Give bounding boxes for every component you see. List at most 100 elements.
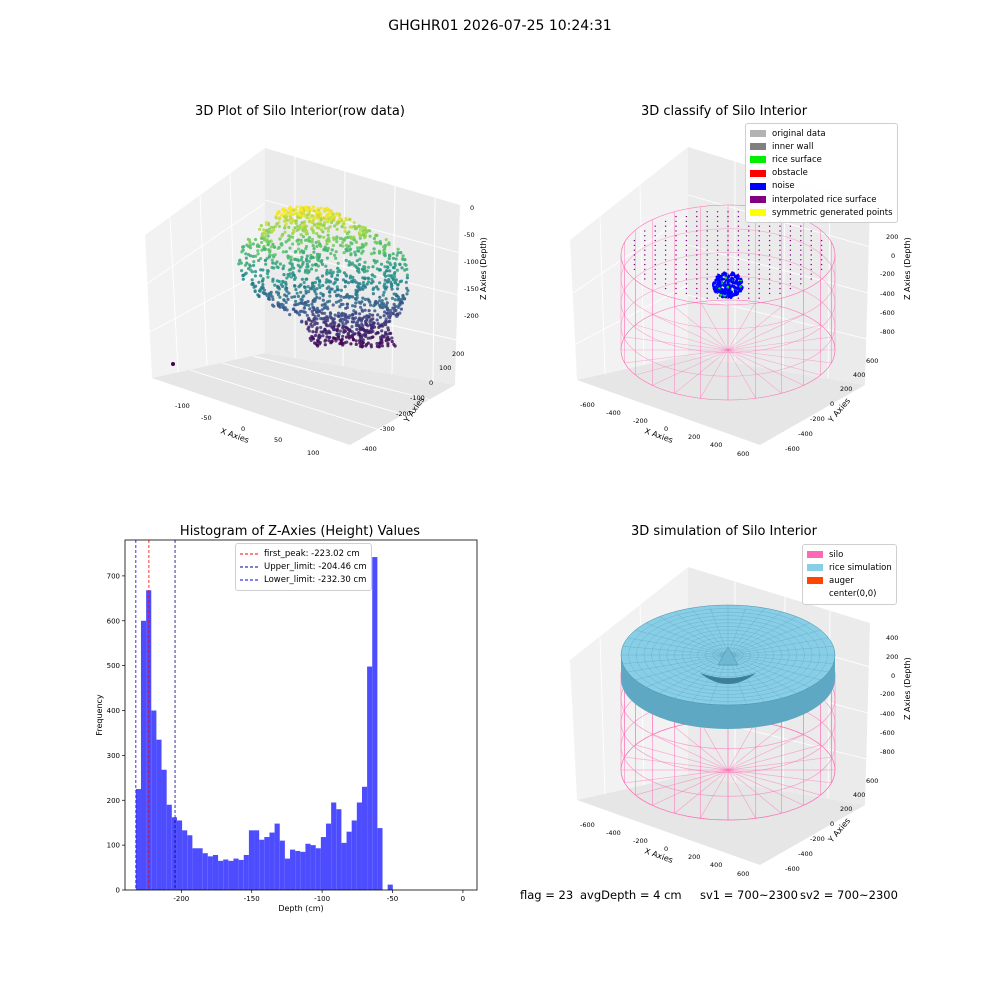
p1-point xyxy=(354,226,358,231)
p1-point xyxy=(365,317,369,321)
p1-point xyxy=(317,259,321,263)
p1-point xyxy=(336,288,340,292)
p2-surface-dot xyxy=(789,235,792,237)
p1-point xyxy=(302,229,306,233)
p1-point xyxy=(300,249,304,253)
p2-noise-point xyxy=(739,277,743,281)
p1-point xyxy=(305,313,309,317)
panel1-3d-plot: -100 -50 0 50 100 -400 -300 -200 -100 0 … xyxy=(144,148,488,457)
silo-floor-spoke xyxy=(635,324,729,351)
p2-surface-dot xyxy=(696,225,698,227)
p1-point xyxy=(327,339,331,343)
p2-surface-dot xyxy=(737,268,740,271)
p1-point xyxy=(349,241,353,245)
p1-point xyxy=(348,334,352,338)
hist-xtick-label: -50 xyxy=(387,895,398,903)
legend-label: first_peak: -223.02 cm xyxy=(264,548,360,559)
p1-point xyxy=(378,305,383,309)
p1-point xyxy=(276,211,280,215)
p1-point xyxy=(401,254,405,258)
p1-point xyxy=(349,253,353,257)
p2-surface-dot xyxy=(644,239,646,242)
p2-noise-point xyxy=(731,284,734,287)
hist-bar xyxy=(305,843,311,890)
p1-point xyxy=(329,268,333,273)
p2-surface-dot xyxy=(758,268,760,271)
legend-swatch xyxy=(807,590,823,598)
hist-bar xyxy=(372,557,378,890)
legend-label: original data xyxy=(772,128,826,139)
p2-surface-dot xyxy=(675,249,677,251)
p2-surface-dot xyxy=(800,263,802,266)
p1-point xyxy=(330,248,334,252)
rice-mesh-spoke xyxy=(645,654,729,688)
p1-point xyxy=(322,223,326,227)
rice-mesh-spoke xyxy=(622,654,729,664)
rice-mesh-spoke xyxy=(674,654,729,699)
p1-point xyxy=(380,299,384,303)
p1-point xyxy=(384,332,388,336)
p1-point xyxy=(372,247,376,251)
p2-surface-dot xyxy=(779,268,781,271)
p1-point xyxy=(315,343,319,347)
p1-point xyxy=(350,320,354,324)
p1-point xyxy=(343,226,347,230)
p1-point xyxy=(359,301,363,305)
p2-surface-dot xyxy=(664,287,667,290)
p2-surface-dot xyxy=(654,225,656,227)
p1-point xyxy=(311,337,316,341)
p1-point xyxy=(348,276,352,280)
p2-surface-dot xyxy=(737,244,740,247)
hist-bar xyxy=(166,804,172,890)
silo-floor-spoke xyxy=(727,324,821,351)
p4-ztick: 0 xyxy=(891,672,895,680)
p2-surface-dot xyxy=(758,278,760,280)
legend-item: inner wall xyxy=(750,140,893,153)
legend-item: interpolated rice surface xyxy=(750,193,893,206)
p1-point xyxy=(299,233,303,237)
p2-surface-dot xyxy=(768,259,771,261)
p4-ytick: 400 xyxy=(853,791,865,799)
p1-point xyxy=(311,330,315,334)
p1-point xyxy=(264,232,268,236)
silo-floor-spoke xyxy=(727,769,782,814)
rice-mesh-spoke xyxy=(727,654,834,664)
p1-point xyxy=(291,242,295,246)
p2-surface-dot xyxy=(789,287,792,290)
p2-noise-point xyxy=(718,280,722,283)
p1-point xyxy=(254,284,258,288)
p1-point xyxy=(393,271,397,275)
p1-point xyxy=(297,269,301,273)
silo-floor-spoke xyxy=(674,306,729,351)
p2-surface-dot xyxy=(696,283,698,285)
hist-bar xyxy=(331,802,337,890)
p1-point xyxy=(320,303,324,307)
p2-surface-dot xyxy=(706,287,708,290)
p1-point xyxy=(280,213,284,217)
p1-point xyxy=(363,260,367,264)
silo-floor-spoke xyxy=(727,769,804,806)
p1-point xyxy=(375,341,379,346)
p1-point xyxy=(351,316,355,320)
p2-surface-dot xyxy=(768,263,771,266)
hist-bar xyxy=(346,831,352,890)
p2-surface-dot xyxy=(748,268,750,271)
rice-mesh-spoke xyxy=(659,654,729,694)
p1-point xyxy=(400,300,404,304)
p2-surface-dot xyxy=(758,287,760,290)
p2-surface-dot xyxy=(768,249,771,251)
p1-point xyxy=(365,323,369,327)
p2-noise-point xyxy=(724,289,727,292)
p1-point xyxy=(323,311,327,315)
p1-point xyxy=(310,309,314,314)
p1-point xyxy=(244,252,248,256)
p1-point xyxy=(369,318,373,322)
p4-xtick: 400 xyxy=(710,861,722,869)
legend-label: noise xyxy=(772,181,795,192)
p2-surface-dot xyxy=(716,244,719,247)
panel1-title: 3D Plot of Silo Interior(row data) xyxy=(195,104,405,119)
p1-point xyxy=(299,205,303,209)
hist-legend: first_peak: -223.02 cm Upper_limit: -204… xyxy=(235,543,372,591)
p1-point xyxy=(341,302,345,306)
p2-surface-dot xyxy=(706,259,708,261)
